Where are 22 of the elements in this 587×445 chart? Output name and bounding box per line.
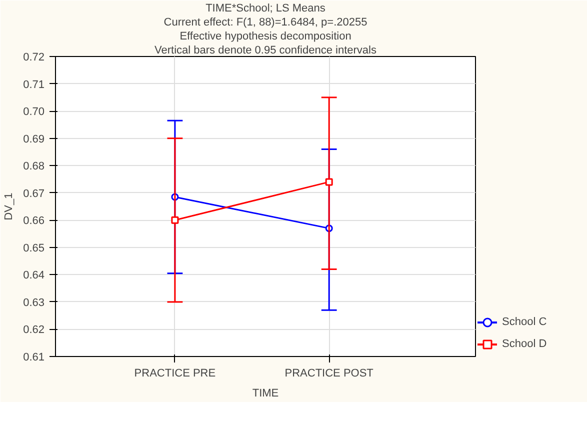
y-tick-label: 0.65: [23, 242, 45, 254]
y-tick-label: 0.69: [23, 133, 45, 146]
y-axis-title: DV_1: [3, 192, 16, 220]
y-tick-label: 0.61: [23, 352, 45, 364]
y-tick-label: 0.64: [23, 270, 45, 282]
legend-label: School D: [502, 338, 547, 350]
y-tick-label: 0.71: [23, 78, 45, 91]
y-tick-label: 0.68: [23, 160, 45, 173]
legend-label: School C: [502, 316, 547, 328]
y-tick-label: 0.66: [23, 215, 45, 228]
chart-subtitle: Current effect: F(1, 88)=1.6484, p=.20255: [164, 16, 368, 28]
text: Vertical bars denote 0.95 confidence intervals: [154, 44, 377, 56]
text: Effective hypothesis decomposition: [180, 30, 352, 42]
y-tick-label: 0.62: [23, 324, 45, 336]
x-axis-title: TIME: [252, 388, 279, 400]
chart-title: TIME*School; LS Means: [206, 2, 326, 14]
y-tick-label: 0.70: [23, 106, 45, 118]
x-tick-label: PRACTICE PRE: [134, 368, 216, 380]
y-tick-label: 0.72: [23, 52, 45, 64]
y-tick-label: 0.67: [23, 188, 45, 200]
x-tick-label: PRACTICE POST: [284, 368, 374, 380]
y-tick-label: 0.63: [23, 296, 45, 309]
